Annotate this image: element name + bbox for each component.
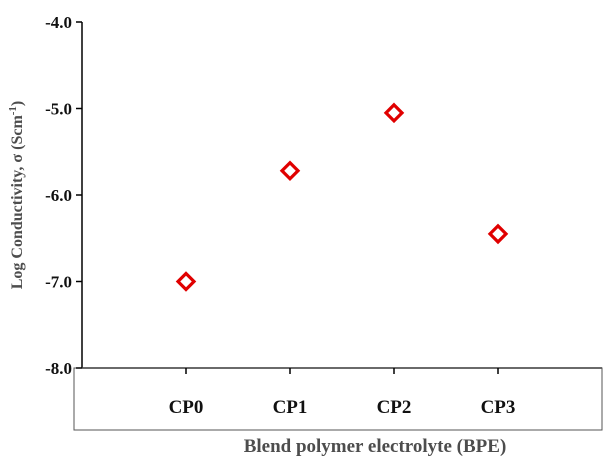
x-axis-title: Blend polymer electrolyte (BPE) [244,436,507,457]
y-axis-title-main: Log Conductivity, σ (Scm [9,115,26,290]
data-point [383,102,405,124]
y-ticks: -8.0 -7.0 -6.0 -5.0 -4.0 [45,13,82,378]
category-labels: CP0 CP1 CP2 CP3 [169,397,516,418]
y-tick-label: -4.0 [45,13,72,32]
category-label: CP0 [169,397,204,418]
category-box [73,367,603,431]
category-label: CP3 [481,397,516,418]
y-axis-title-superscript: -1 [7,106,19,115]
data-point [487,223,509,245]
data-markers [175,102,509,292]
y-axis-title-close: ) [9,101,26,106]
category-label: CP1 [273,397,308,418]
y-axis-title: Log Conductivity, σ (Scm-1) [7,101,26,290]
y-tick-label: -7.0 [45,273,72,292]
x-ticks [185,368,499,374]
y-tick-label: -8.0 [45,359,72,378]
data-point [175,271,197,292]
y-tick-label: -5.0 [45,100,72,119]
data-point [279,160,301,182]
category-label: CP2 [377,397,412,418]
y-tick-label: -6.0 [45,186,72,205]
